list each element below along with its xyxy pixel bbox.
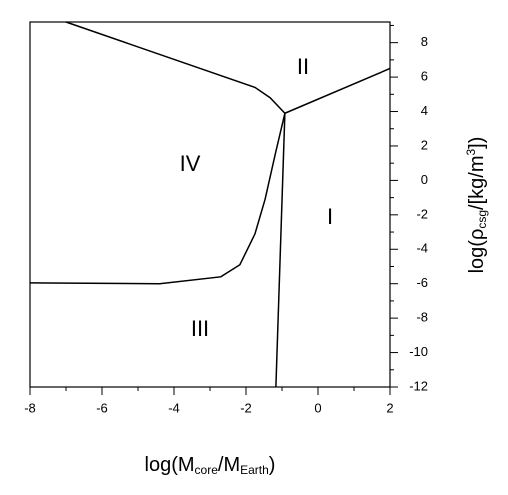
boundary-line [65, 21, 286, 114]
y-tick-label: -4 [416, 241, 428, 256]
x-axis-label: log(Mcore/MEarth) [145, 454, 276, 477]
y-tick-label: 2 [421, 137, 428, 152]
y-tick-label: 4 [421, 103, 428, 118]
boundary-line [29, 113, 286, 285]
x-label-part: /M [218, 454, 240, 476]
x-tick-label: -2 [240, 400, 252, 415]
y-tick-label: -2 [416, 206, 428, 221]
x-tick-label: -4 [168, 400, 180, 415]
y-axis-label: log(ρcsg/[kg/m3]) [464, 137, 489, 274]
region-label: I [327, 204, 333, 229]
boundary-line [275, 113, 286, 388]
y-label-part: log(ρ [466, 229, 488, 274]
plot-frame [29, 21, 391, 388]
y-tick-label: -10 [409, 344, 428, 359]
y-tick-label: 6 [421, 69, 428, 84]
y-tick-label: 8 [421, 34, 428, 49]
x-label-sub: core [195, 463, 219, 477]
y-tick-label: -8 [416, 310, 428, 325]
x-tick-label: 0 [314, 400, 321, 415]
x-label-part: log(M [145, 454, 195, 476]
x-tick-label: -8 [24, 400, 36, 415]
y-label-part: ]) [466, 137, 488, 149]
x-tick-label: 2 [386, 400, 393, 415]
region-label: II [297, 54, 309, 79]
y-label-sup: 3 [464, 149, 478, 156]
y-tick-label: -12 [409, 378, 428, 393]
x-label-part: ) [269, 454, 276, 476]
y-tick-label: -6 [416, 275, 428, 290]
boundary-line [284, 67, 391, 114]
region-label: III [191, 316, 209, 341]
y-label-part: /[kg/m [466, 156, 488, 210]
region-label: IV [180, 151, 201, 176]
x-label-sub: Earth [240, 463, 269, 477]
y-tick-label: 0 [421, 172, 428, 187]
y-label-sub: csg [475, 210, 489, 229]
x-tick-label: -6 [96, 400, 108, 415]
